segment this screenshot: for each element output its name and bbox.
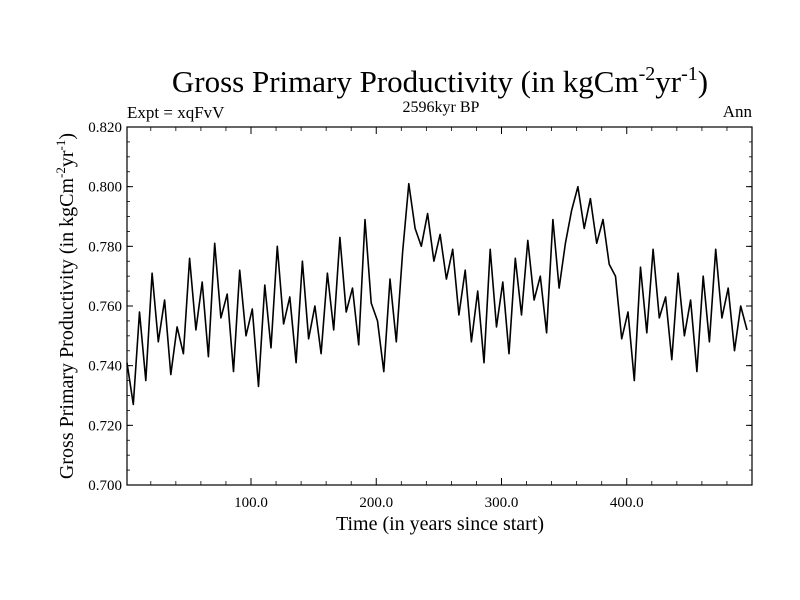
series-line [126, 182, 748, 406]
season-label: Ann [723, 102, 753, 121]
y-axis-label: Gross Primary Productivity (in kgCm-2yr-… [53, 133, 78, 479]
x-axis-label: Time (in years since start) [336, 513, 544, 535]
y-tick-label: 0.720 [88, 418, 122, 434]
y-tick-label: 0.780 [88, 239, 122, 255]
experiment-label: Expt = xqFvV [127, 103, 225, 122]
y-tick-label: 0.740 [88, 359, 122, 375]
y-tick-label: 0.760 [88, 299, 122, 315]
x-tick-label: 300.0 [485, 495, 519, 511]
x-axis: 100.0 200.0 300.0 400.0 [150, 127, 728, 511]
title-superscript-1: -2 [639, 63, 656, 85]
y-tick-label: 0.820 [88, 120, 122, 136]
ylabel-superscript-1: -2 [53, 167, 68, 178]
x-tick-label: 400.0 [610, 495, 644, 511]
x-tick-label: 100.0 [234, 495, 268, 511]
chart-title: Gross Primary Productivity (in kgCm-2yr-… [172, 63, 708, 99]
title-superscript-2: -1 [681, 63, 698, 85]
y-tick-label: 0.700 [88, 478, 122, 494]
ylabel-superscript-2: -1 [53, 140, 68, 151]
y-axis: 0.700 0.720 0.740 0.760 0.780 0.800 0.820 [88, 120, 752, 494]
x-tick-label: 200.0 [359, 495, 393, 511]
y-tick-label: 0.800 [88, 180, 122, 196]
subtitle: 2596kyr BP [403, 99, 480, 116]
